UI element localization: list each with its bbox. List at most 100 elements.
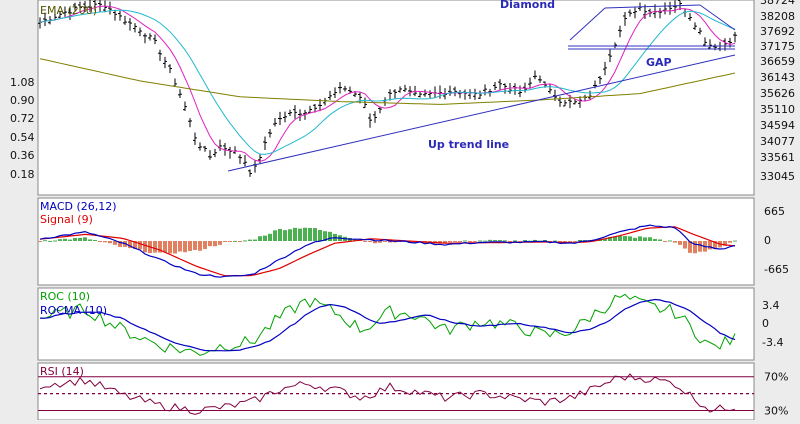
macd-histogram-bar xyxy=(523,240,527,242)
macd-histogram-bar xyxy=(243,240,247,242)
annotation-gap: GAP xyxy=(646,56,672,69)
macd-histogram-bar xyxy=(733,240,737,242)
macd-histogram-bar xyxy=(508,241,512,242)
macd-histogram-bar xyxy=(353,239,357,241)
macd-histogram-bar xyxy=(238,241,242,242)
macd-histogram-bar xyxy=(443,241,447,244)
macd-histogram-bar xyxy=(113,241,117,245)
macd-histogram-bar xyxy=(728,241,732,243)
rsi-panel xyxy=(37,362,755,421)
macd-histogram-bar xyxy=(258,236,262,241)
macd-histogram-bar xyxy=(558,241,562,243)
macd-histogram-bar xyxy=(48,240,52,242)
macd-histogram-bar xyxy=(133,241,137,249)
macd-histogram-bar xyxy=(623,236,627,241)
macd-histogram-bar xyxy=(478,240,482,242)
macd-histogram-bar xyxy=(503,240,507,242)
macd-histogram-bar xyxy=(613,236,617,241)
rsi-line xyxy=(39,373,736,415)
macd-histogram-bar xyxy=(458,241,462,242)
macd-histogram-bar xyxy=(103,241,107,243)
legend-ema-200: EMA (200) xyxy=(40,4,97,17)
left-axis-tick: 0.90 xyxy=(10,94,35,107)
macd-axis-tick: -665 xyxy=(764,263,789,276)
macd-histogram-bar xyxy=(323,231,327,241)
macd-histogram-bar xyxy=(538,240,542,242)
macd-histogram-bar xyxy=(678,241,682,245)
macd-histogram-bar xyxy=(568,241,572,242)
macd-histogram-bar xyxy=(73,237,77,241)
price-axis-tick: 34594 xyxy=(760,119,795,132)
macd-histogram-bar xyxy=(448,241,452,243)
macd-histogram-bar xyxy=(673,241,677,243)
macd-histogram-bar xyxy=(218,241,222,245)
macd-histogram-bar xyxy=(223,241,227,242)
macd-histogram-bar xyxy=(118,241,122,247)
macd-histogram-bar xyxy=(578,239,582,241)
diamond-line-3 xyxy=(699,4,736,31)
macd-histogram-bar xyxy=(628,236,632,241)
macd-histogram-bar xyxy=(388,241,392,243)
macd-histogram-bar xyxy=(128,241,132,249)
macd-histogram-bar xyxy=(68,239,72,241)
legend-rocma: ROCMA (10) xyxy=(40,304,107,317)
macd-histogram-bar xyxy=(488,239,492,241)
macd-histogram-bar xyxy=(553,240,557,242)
diamond-line-2 xyxy=(604,4,701,9)
roc-axis-tick: 3.4 xyxy=(762,299,780,312)
macd-histogram-bar xyxy=(328,231,332,241)
macd-histogram-bar xyxy=(153,241,157,253)
macd-histogram-bar xyxy=(138,241,142,250)
macd-histogram-bar xyxy=(268,233,272,241)
macd-histogram-bar xyxy=(428,241,432,242)
annotation-diamond: Diamond xyxy=(500,0,555,11)
price-axis-tick: 36659 xyxy=(760,55,795,68)
macd-histogram-bar xyxy=(368,241,372,242)
macd-histogram-bar xyxy=(653,238,657,241)
left-axis-tick: 1.08 xyxy=(10,76,35,89)
macd-histogram-bar xyxy=(308,227,312,241)
macd-histogram-bar xyxy=(193,241,197,250)
macd-histogram-bar xyxy=(413,241,417,244)
price-axis-tick: 37692 xyxy=(760,25,795,38)
macd-histogram-bar xyxy=(108,241,112,244)
rocma-line xyxy=(39,298,736,352)
macd-histogram-bar xyxy=(383,241,387,242)
roc-line xyxy=(39,293,736,356)
price-axis-tick: 38724 xyxy=(760,0,795,7)
macd-histogram-bar xyxy=(278,228,282,241)
macd-histogram-bar xyxy=(228,241,232,242)
macd-histogram-bar xyxy=(158,241,162,253)
macd-histogram-bar xyxy=(178,241,182,252)
left-axis-tick: 0.36 xyxy=(10,149,35,162)
roc-axis-tick: -3.4 xyxy=(762,336,783,349)
macd-histogram-bar xyxy=(283,230,287,241)
price-axis-tick: 34077 xyxy=(760,135,795,148)
macd-histogram-bar xyxy=(583,240,587,242)
macd-histogram-bar xyxy=(698,241,702,252)
macd-histogram-bar xyxy=(293,227,297,241)
macd-histogram-bar xyxy=(63,238,67,241)
macd-histogram-bar xyxy=(183,241,187,253)
macd-histogram-bar xyxy=(658,239,662,241)
macd-histogram-bar xyxy=(38,241,42,242)
annotation-up-trend-line: Up trend line xyxy=(428,138,509,151)
macd-histogram-bar xyxy=(93,239,97,241)
macd-histogram-bar xyxy=(373,241,377,244)
macd-histogram-bar xyxy=(303,227,307,241)
roc-plot xyxy=(39,293,736,356)
macd-histogram-bar xyxy=(663,241,667,242)
legend-macd: MACD (26,12) xyxy=(40,200,117,213)
macd-histogram-bar xyxy=(533,239,537,241)
macd-histogram-bar xyxy=(493,240,497,242)
price-axis-tick: 38208 xyxy=(760,10,795,23)
chart-text: Diamond GAP Up trend line 38724 38208 37692 37… xyxy=(10,0,795,418)
macd-histogram-bar xyxy=(643,237,647,241)
macd-histogram-bar xyxy=(248,239,252,241)
macd-histogram-bar xyxy=(693,241,697,254)
price-plot xyxy=(38,0,737,177)
macd-histogram-bar xyxy=(573,241,577,242)
macd-histogram-bar xyxy=(463,240,467,242)
macd-histogram-bar xyxy=(363,241,367,242)
